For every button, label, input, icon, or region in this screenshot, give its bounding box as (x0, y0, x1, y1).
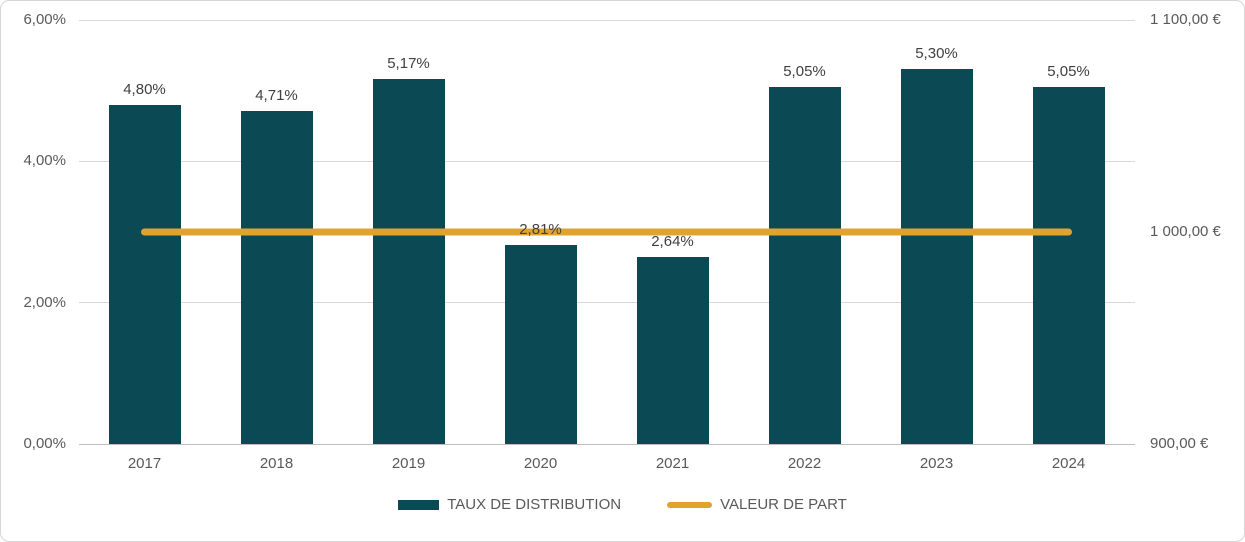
legend-item: VALEUR DE PART (667, 496, 847, 513)
legend-line-swatch (667, 501, 713, 508)
legend-item: TAUX DE DISTRIBUTION (398, 496, 621, 513)
legend-label: TAUX DE DISTRIBUTION (447, 496, 622, 513)
legend: TAUX DE DISTRIBUTION VALEUR DE PART (0, 496, 1245, 513)
legend-label: VALEUR DE PART (720, 496, 847, 513)
legend-bar-swatch (398, 499, 440, 510)
